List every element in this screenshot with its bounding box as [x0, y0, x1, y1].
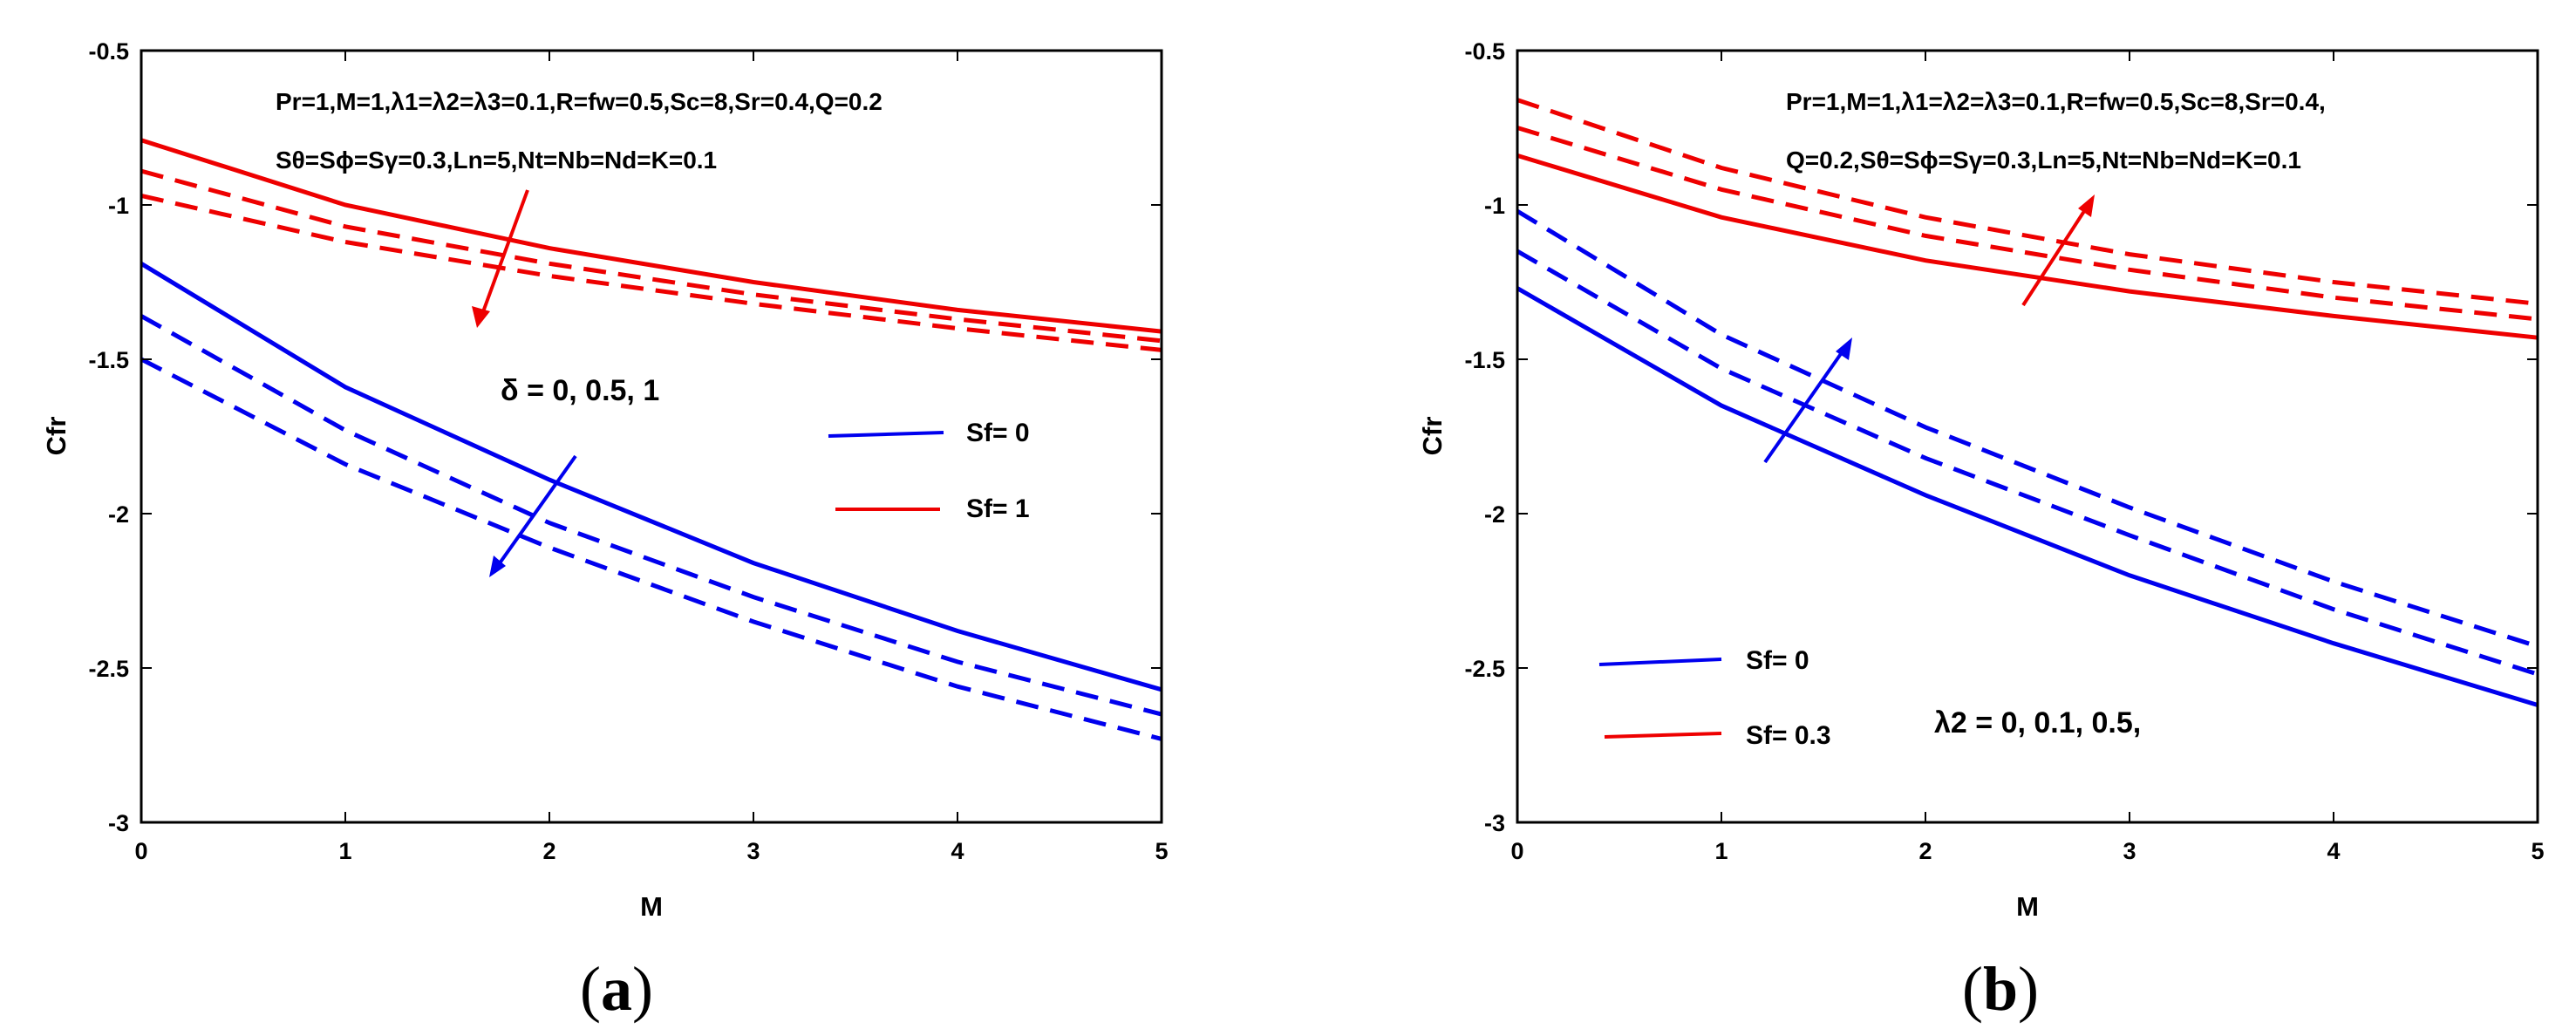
panel-b-xtick-label-4: 4: [2327, 838, 2340, 864]
panel-b-arrow-red: [2021, 194, 2095, 307]
panel-a-xtick-label-5: 5: [1155, 838, 1168, 864]
panel-a-series-line-1: [140, 168, 1162, 344]
panel-b-ytick-label-2: -1.5: [1464, 347, 1505, 373]
panel-b-ytick-label-1: -1: [1484, 193, 1505, 219]
panel-b-params-line-1-text: Pr=1,M=1,λ1=λ2=λ3=0.1,R=fw=0.5,Sc=8,Sr=0…: [1786, 88, 2326, 115]
panel-b-series: [1516, 98, 2539, 707]
panel-a-params-line-2-text: Sθ=Sϕ=Sγ=0.3,Ln=5,Nt=Nb=Nd=K=0.1: [276, 147, 717, 174]
panel-a-series-line-2: [140, 193, 1162, 352]
panel-b-params-line-1: Pr=1,M=1,λ1=λ2=λ3=0.1,R=fw=0.5,Sc=8,Sr=0…: [1786, 88, 2326, 115]
panel-a-legend-swatch-0: [828, 431, 944, 438]
panel-b-series-line-2: [1516, 98, 2539, 306]
panel-b-legend: Sf= 0 Sf= 0.3: [1598, 646, 1831, 750]
panel-a-xtick-label-1: 1: [338, 838, 351, 864]
panel-a-legend-label-0: Sf= 0: [966, 419, 1030, 447]
panel-a-xtick-label-4: 4: [951, 838, 964, 864]
panel-a-ytick-label-1: -1: [108, 193, 129, 219]
panel-b-series-line-4: [1516, 249, 2539, 677]
panel-b-arrow-blue: [1763, 337, 1852, 464]
panel-a-legend: Sf= 0 Sf= 1: [828, 419, 1030, 523]
panel-a-series-line-0: [140, 138, 1162, 334]
panel-b-series-line-0: [1516, 153, 2539, 340]
panel-a-ytick-label-5: -3: [108, 810, 129, 836]
panel-a-ylabel: Cfr: [41, 417, 72, 456]
panel-a-arrow-blue-shaft: [495, 454, 577, 569]
panel-a-caption-letter: a: [601, 954, 632, 1024]
panel-b-ytick-label-0: -0.5: [1464, 38, 1505, 65]
panel-a-params-line-1-text: Pr=1,M=1,λ1=λ2=λ3=0.1,R=fw=0.5,Sc=8,Sr=0…: [276, 88, 883, 115]
panel-b-legend-swatch-1: [1604, 732, 1722, 739]
panel-b-ticks: 0 1 2 3 4 5 -0.5 -1 -1.5 -2 -2.5 -3: [1464, 38, 2544, 864]
panel-a-ytick-label-3: -2: [108, 501, 129, 528]
panel-b-caption: (b): [1962, 954, 2039, 1024]
panel-a-series-line-3: [140, 262, 1162, 692]
panel-a-arrow-red-head: [472, 306, 490, 328]
panel-a-series: [140, 138, 1162, 741]
panel-b-plot-frame: [1516, 49, 2539, 824]
panel-b-xtick-label-1: 1: [1714, 838, 1728, 864]
panel-a-xlabel: M: [640, 891, 663, 922]
panel-b-xtick-label-0: 0: [1510, 838, 1523, 864]
panel-b-series-line-1: [1516, 126, 2539, 322]
panel-b-ytick-label-3: -2: [1484, 501, 1505, 528]
panel-a-caption: (a): [580, 954, 653, 1024]
panel-b-xtick-label-5: 5: [2531, 838, 2544, 864]
panel-b-arrow-red-shaft: [2021, 204, 2089, 307]
panel-a-varied-label: δ = 0, 0.5, 1: [501, 374, 659, 407]
panel-b-xlabel: M: [2016, 891, 2039, 922]
panel-a-ytick-label-4: -2.5: [88, 656, 129, 682]
panel-b-arrow-blue-shaft: [1763, 347, 1846, 464]
panel-b-legend-label-0: Sf= 0: [1746, 646, 1809, 675]
panel-a-series-line-5: [140, 357, 1162, 741]
panel-a-ytick-label-2: -1.5: [88, 347, 129, 373]
panel-b-xtick-label-3: 3: [2123, 838, 2136, 864]
panel-b-params-line-2: Q=0.2,Sθ=Sϕ=Sγ=0.3,Ln=5,Nt=Nb=Nd=K=0.1: [1786, 147, 2301, 174]
panel-a-xtick-label-2: 2: [542, 838, 555, 864]
panel-a: 0 1 2 3 4 5 -0.5 -1 -1.5 -2 -2.5 -3 M Cfr Pr=1,M=1,…: [41, 38, 1169, 1024]
panel-a-arrow-blue-head: [489, 555, 506, 577]
panel-a-series-line-4: [140, 314, 1162, 717]
panel-a-params-line-2: Sθ=Sϕ=Sγ=0.3,Ln=5,Nt=Nb=Nd=K=0.1: [276, 147, 717, 174]
panel-b-legend-swatch-0: [1598, 658, 1722, 666]
panel-b-ylabel: Cfr: [1417, 417, 1448, 456]
panel-b-series-line-3: [1516, 286, 2539, 707]
panel-a-legend-label-1: Sf= 1: [966, 494, 1030, 523]
panel-b-varied-label: λ2 = 0, 0.1, 0.5,: [1934, 706, 2141, 740]
panel-b-arrow-blue-head: [1836, 337, 1852, 360]
panel-b-caption-letter: b: [1983, 954, 2018, 1024]
panel-b-ytick-label-4: -2.5: [1464, 656, 1505, 682]
panel-b-xtick-label-2: 2: [1918, 838, 1932, 864]
panel-a-arrow-red: [472, 189, 529, 328]
panel-a-plot-frame: [140, 49, 1163, 824]
panel-b-params-line-2-text: Q=0.2,Sθ=Sϕ=Sγ=0.3,Ln=5,Nt=Nb=Nd=K=0.1: [1786, 147, 2301, 174]
panel-a-arrow-red-shaft: [480, 189, 529, 317]
panel-b-legend-label-1: Sf= 0.3: [1746, 721, 1831, 750]
panel-a-xtick-label-0: 0: [134, 838, 147, 864]
panel-b-ytick-label-5: -3: [1484, 810, 1505, 836]
panel-a-xtick-label-3: 3: [746, 838, 760, 864]
panel-a-params-line-1: Pr=1,M=1,λ1=λ2=λ3=0.1,R=fw=0.5,Sc=8,Sr=0…: [276, 88, 883, 115]
panel-b-arrow-red-head: [2078, 194, 2095, 217]
panel-a-arrow-blue: [489, 454, 577, 577]
panel-b: 0 1 2 3 4 5 -0.5 -1 -1.5 -2 -2.5 -3 M Cfr Pr=1,M=1,…: [1417, 38, 2545, 1024]
panel-a-ytick-label-0: -0.5: [88, 38, 129, 65]
panel-b-series-line-5: [1516, 208, 2539, 649]
panel-a-ticks: 0 1 2 3 4 5 -0.5 -1 -1.5 -2 -2.5 -3: [88, 38, 1168, 864]
